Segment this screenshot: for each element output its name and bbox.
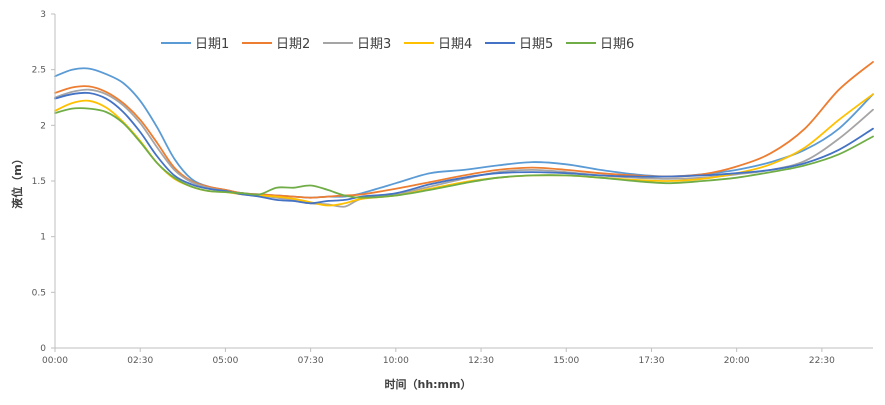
x-tick-label: 22:30	[809, 356, 835, 366]
x-axis-title: 时间（hh:mm）	[385, 377, 472, 391]
legend-label-3: 日期3	[357, 37, 391, 52]
x-tick-label: 15:00	[553, 356, 579, 366]
y-tick-label: 1	[40, 233, 46, 243]
x-tick-label: 00:00	[42, 356, 68, 366]
series-layer	[54, 61, 874, 208]
x-tick-label: 02:30	[127, 356, 153, 366]
x-tick-label: 12:30	[468, 356, 494, 366]
series-line-5	[54, 91, 874, 205]
y-tick-label: 2	[40, 121, 46, 131]
y-tick-label: 2.5	[32, 66, 46, 76]
series-line-3	[54, 88, 874, 208]
legend-label-5: 日期5	[519, 37, 553, 52]
axis-layer: 0 0.5 1 1.5 2 2.5 3 00:00 02:30 05:00 07:30 10:00 12…	[32, 10, 873, 366]
x-tick-label: 10:00	[383, 356, 409, 366]
legend-label-6: 日期6	[600, 37, 634, 52]
legend-label-4: 日期4	[438, 37, 472, 52]
y-axis-title: 液位（m）	[10, 153, 24, 208]
y-tick-label: 0.5	[32, 288, 46, 298]
x-tick-label: 07:30	[298, 356, 324, 366]
y-tick-label: 1.5	[32, 177, 46, 187]
y-tick-label: 0	[40, 344, 46, 354]
y-tick-label: 3	[40, 10, 46, 20]
x-tick-label: 17:30	[638, 356, 664, 366]
x-tick-label: 05:00	[212, 356, 238, 366]
series-line-6	[54, 107, 874, 199]
legend: 日期1 日期2 日期3 日期4 日期5 日期6	[161, 37, 634, 52]
legend-label-1: 日期1	[195, 37, 229, 52]
x-tick-label: 20:00	[724, 356, 750, 366]
legend-label-2: 日期2	[276, 37, 310, 52]
